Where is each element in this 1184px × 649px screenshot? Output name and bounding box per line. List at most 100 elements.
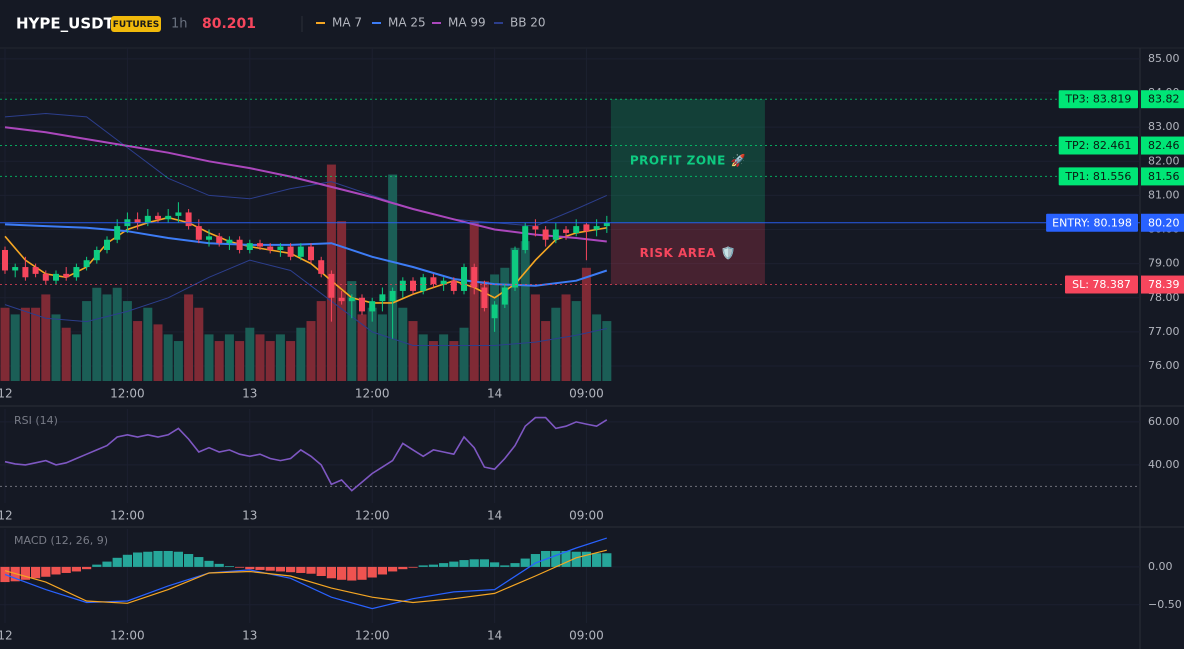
histogram-bar bbox=[500, 565, 510, 567]
candle-body bbox=[573, 226, 580, 233]
candle-body bbox=[379, 294, 386, 302]
y-tick-label: 83.00 bbox=[1148, 120, 1180, 133]
x-tick-label: 12 bbox=[0, 629, 13, 643]
y-tick-label: 76.00 bbox=[1148, 359, 1180, 372]
candle-body bbox=[185, 212, 192, 227]
candle-body bbox=[348, 297, 355, 302]
histogram-bar bbox=[439, 563, 449, 567]
histogram-bar bbox=[0, 566, 10, 583]
legend-label: MA 99 bbox=[448, 16, 486, 30]
histogram-bar bbox=[224, 566, 235, 567]
candle-body bbox=[246, 243, 253, 250]
volume-bar bbox=[398, 307, 408, 381]
candle-body bbox=[512, 249, 519, 288]
histogram-bar bbox=[153, 550, 163, 567]
y-tick-label: 79.00 bbox=[1148, 257, 1180, 270]
histogram-bar bbox=[367, 566, 377, 578]
volume-bar bbox=[112, 287, 122, 381]
candle-body bbox=[491, 304, 498, 319]
candle-body bbox=[481, 287, 488, 308]
histogram-bar bbox=[571, 551, 581, 567]
histogram-bar bbox=[214, 563, 224, 567]
candle-body bbox=[32, 267, 39, 274]
histogram-bar bbox=[235, 566, 245, 568]
candle-body bbox=[359, 297, 366, 312]
zone bbox=[610, 99, 765, 223]
volume-bar bbox=[306, 321, 316, 381]
volume-bar bbox=[122, 301, 132, 381]
bb-lower bbox=[4, 259, 607, 346]
histogram-bar bbox=[275, 566, 286, 572]
candle-body bbox=[42, 273, 49, 281]
histogram-bar bbox=[398, 566, 408, 570]
histogram-bar bbox=[388, 566, 398, 572]
candle-body bbox=[440, 280, 447, 285]
histogram-bar bbox=[469, 559, 479, 567]
candle-body bbox=[542, 229, 549, 240]
volume-bar bbox=[561, 294, 571, 381]
candle-body bbox=[461, 267, 468, 291]
candle-body bbox=[522, 226, 529, 250]
x-tick-label: 09:00 bbox=[569, 509, 604, 523]
histogram-bar bbox=[82, 566, 92, 570]
volume-bar bbox=[184, 294, 194, 381]
histogram-bar bbox=[316, 566, 326, 576]
candle-body bbox=[53, 273, 60, 281]
y-tick-label: −0.50 bbox=[1148, 598, 1182, 611]
volume-bar bbox=[388, 174, 398, 381]
volume-bar bbox=[214, 341, 224, 381]
axis-label-bg bbox=[1141, 136, 1184, 155]
histogram-bar bbox=[428, 564, 439, 567]
y-tick-label: 81.00 bbox=[1148, 188, 1180, 201]
level-label-bg bbox=[1058, 90, 1138, 109]
candle-body bbox=[83, 260, 90, 268]
histogram-bar bbox=[265, 566, 275, 571]
x-tick-label: 09:00 bbox=[569, 387, 604, 401]
candle-body bbox=[73, 267, 80, 278]
histogram-bar bbox=[479, 559, 490, 567]
candle-body bbox=[257, 243, 264, 247]
candle-body bbox=[420, 277, 427, 291]
histogram-bar bbox=[51, 566, 61, 575]
candle-body bbox=[318, 260, 325, 274]
volume-bar bbox=[377, 314, 387, 381]
candle-body bbox=[552, 229, 559, 240]
volume-bar bbox=[571, 301, 581, 381]
candle-body bbox=[267, 246, 274, 250]
volume-bar bbox=[31, 307, 41, 381]
candle-body bbox=[430, 277, 437, 285]
histogram-bar bbox=[92, 564, 102, 567]
volume-bar bbox=[459, 327, 469, 381]
histogram-bar bbox=[449, 561, 459, 567]
candle-body bbox=[450, 280, 457, 291]
candle-body bbox=[603, 222, 610, 227]
histogram-bar bbox=[459, 560, 469, 567]
badge-bg bbox=[111, 16, 161, 32]
histogram-bar bbox=[306, 566, 316, 574]
legend-label: MA 7 bbox=[332, 16, 362, 30]
histogram-bar bbox=[602, 553, 612, 567]
candle-body bbox=[593, 226, 600, 230]
histogram-bar bbox=[377, 566, 388, 575]
candle-body bbox=[12, 267, 19, 271]
x-tick-label: 13 bbox=[242, 387, 257, 401]
volume-bar bbox=[541, 321, 551, 381]
candle-body bbox=[369, 301, 376, 312]
histogram-bar bbox=[296, 566, 306, 573]
interval: 1h bbox=[171, 17, 188, 32]
volume-bar bbox=[286, 341, 296, 381]
histogram-bar bbox=[326, 566, 337, 579]
candle-body bbox=[114, 226, 121, 240]
volume-bar bbox=[357, 314, 367, 381]
histogram-bar bbox=[245, 566, 255, 570]
volume-bar bbox=[428, 341, 438, 381]
badge: FUTURES bbox=[113, 20, 159, 30]
histogram-bar bbox=[143, 551, 153, 567]
candle-body bbox=[195, 226, 202, 240]
legend-label: MA 25 bbox=[388, 16, 426, 30]
x-tick-label: 13 bbox=[242, 629, 257, 643]
volume-bar bbox=[133, 321, 143, 381]
y-tick-label: 60.00 bbox=[1148, 415, 1180, 428]
x-tick-label: 12:00 bbox=[355, 509, 390, 523]
volume-bar bbox=[51, 314, 61, 381]
